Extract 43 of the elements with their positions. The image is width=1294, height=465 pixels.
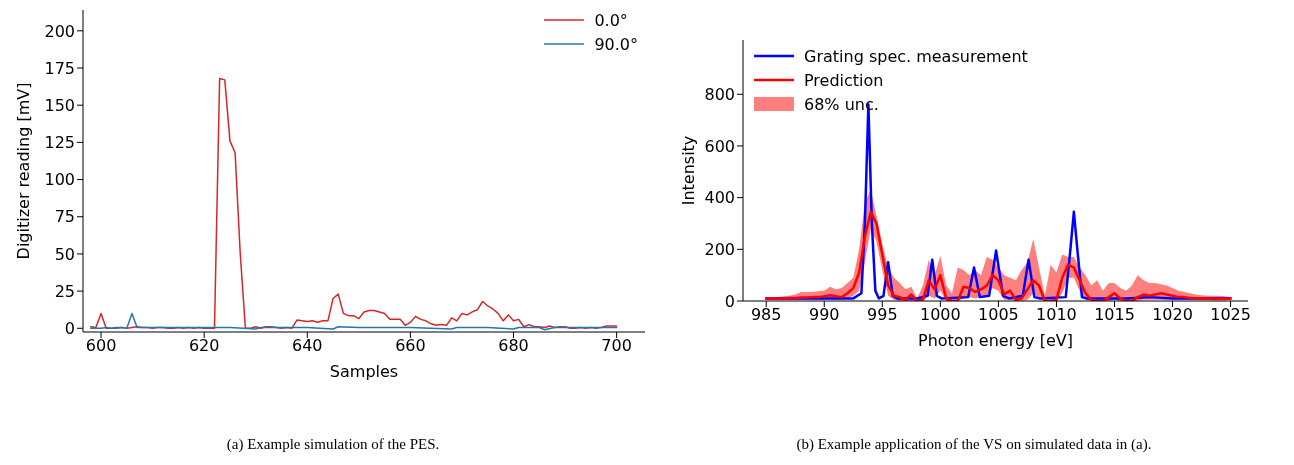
- line-series: [764, 210, 1232, 301]
- y-tick-label: 600: [704, 136, 735, 156]
- y-axis-title: Intensity: [678, 135, 698, 206]
- x-tick-label: 640: [292, 336, 323, 356]
- text: (b) Example application of the VS on simulated data in (a).: [796, 436, 1152, 453]
- y-tick-label: 800: [704, 84, 735, 104]
- x-tick-label: 1020: [1152, 305, 1193, 325]
- x-tick-label: 680: [498, 336, 529, 356]
- legend-label: Grating spec. measurement: [804, 46, 1028, 66]
- x-axis-title: Samples: [329, 362, 399, 381]
- x-tick-label: 600: [85, 336, 117, 356]
- x-tick-label: 1005: [978, 305, 1019, 325]
- y-tick-label: 0: [724, 291, 735, 311]
- x-tick-label: 1025: [1210, 305, 1251, 325]
- x-tick-label: 1015: [1094, 305, 1135, 325]
- x-tick-label: 1000: [920, 305, 961, 325]
- y-tick-label: 25: [54, 281, 75, 301]
- x-tick-label: 700: [601, 336, 632, 356]
- x-tick-label: 990: [808, 305, 840, 325]
- y-tick-label: 150: [44, 95, 75, 115]
- y-tick-label: 0: [64, 318, 75, 338]
- y-tick-label: 175: [44, 58, 75, 78]
- x-axis-title: Photon energy [eV]: [918, 331, 1073, 350]
- y-tick-label: 75: [54, 207, 75, 227]
- y-tick-label: 50: [54, 244, 75, 264]
- x-tick-label: 1010: [1036, 305, 1077, 325]
- x-tick-label: 620: [188, 336, 220, 356]
- annotation: 68% unc.: [804, 94, 879, 114]
- y-tick-label: 200: [44, 21, 75, 41]
- line-series: [89, 312, 618, 331]
- line-series: [89, 77, 618, 330]
- legend-label: 90.0°: [594, 34, 638, 54]
- text: (a) Example simulation of the PES.: [226, 436, 440, 453]
- x-tick-label: 660: [395, 336, 426, 356]
- y-tick-label: 100: [44, 170, 75, 190]
- legend-label: Prediction: [804, 70, 884, 90]
- y-axis-title: Digitizer reading [mV]: [13, 82, 33, 260]
- legend-label: 0.0°: [594, 10, 628, 30]
- y-tick-label: 200: [704, 240, 735, 259]
- x-tick-label: 995: [867, 305, 898, 325]
- y-tick-label: 400: [704, 188, 735, 208]
- y-tick-label: 125: [44, 133, 75, 153]
- x-tick-label: 985: [750, 305, 782, 325]
